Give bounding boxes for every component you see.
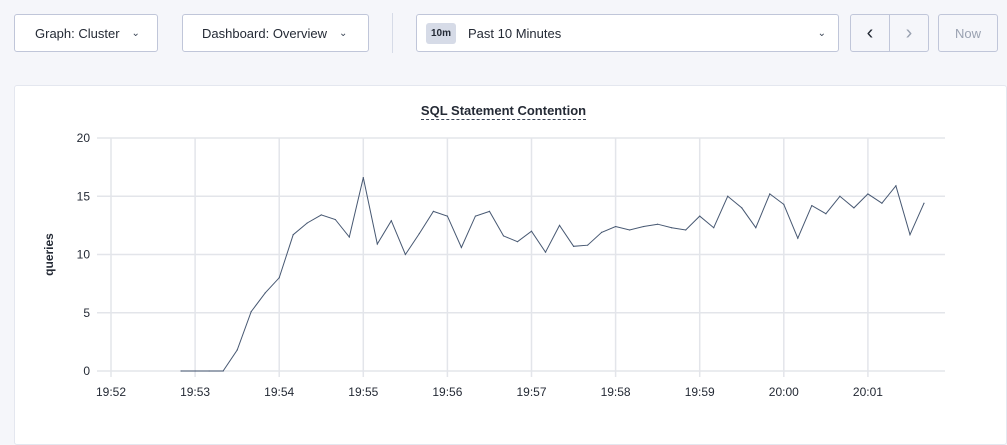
line-chart: 0 5 10 15 20 19:52 19:53 19:54 19:55 19:56 19:57 19… [42, 131, 945, 399]
chevron-down-icon: ⌄ [817, 27, 826, 39]
data-point [713, 227, 715, 229]
data-point [334, 218, 336, 221]
data-point [544, 251, 547, 253]
data-point [488, 210, 491, 212]
data-point [881, 202, 883, 204]
data-point [600, 231, 603, 233]
data-point [278, 277, 280, 279]
data-point [783, 203, 785, 206]
now-label: Now [954, 25, 981, 41]
data-point [418, 232, 420, 235]
data-point [685, 229, 687, 231]
data-point [923, 202, 925, 204]
x-tick-label: 20:00 [769, 385, 799, 399]
data-point [320, 214, 322, 216]
data-point [727, 195, 729, 197]
time-range-badge: 10m [426, 22, 457, 44]
chevron-down-icon: ⌄ [339, 27, 348, 39]
data-point [208, 370, 210, 372]
data-point [376, 243, 378, 245]
x-tick-label: 19:53 [180, 385, 210, 399]
dashboard-selector-label: Dashboard: Overview [202, 25, 327, 41]
chart-title-text: SQL Statement Contention [420, 103, 587, 120]
time-range-selector[interactable]: 10m Past 10 Minutes ⌄ [416, 14, 839, 52]
data-point [741, 207, 743, 209]
data-point [292, 234, 294, 236]
x-tick-label: 20:01 [853, 385, 883, 399]
data-point [586, 244, 589, 246]
x-tick-label: 19:52 [96, 385, 126, 399]
x-tick-label: 19:59 [685, 385, 715, 399]
data-point [362, 177, 364, 179]
data-point [530, 230, 533, 232]
time-range-label: Past 10 Minutes [468, 25, 562, 41]
data-point [264, 292, 266, 294]
data-point [446, 215, 449, 217]
data-point [404, 253, 406, 256]
data-point [180, 370, 182, 372]
data-point [390, 220, 392, 222]
data-point [895, 185, 897, 187]
chart-title[interactable]: SQL Statement Contention [0, 103, 1007, 120]
data-point [811, 204, 813, 207]
data-point [699, 215, 701, 217]
data-point [769, 193, 771, 195]
data-point [853, 207, 855, 209]
data-point [348, 236, 350, 238]
x-tick-label: 19:57 [516, 385, 546, 399]
y-tick-label: 20 [77, 131, 91, 145]
data-point [194, 370, 196, 372]
data-point [572, 245, 575, 247]
data-point [867, 193, 869, 195]
data-point [643, 225, 645, 228]
data-point [460, 246, 463, 249]
data-point [516, 241, 519, 243]
next-time-button[interactable]: › [889, 14, 929, 52]
data-point [615, 225, 617, 228]
data-point [474, 215, 477, 217]
y-tick-label: 10 [77, 248, 91, 262]
data-point [236, 349, 238, 351]
dashboard-selector[interactable]: Dashboard: Overview ⌄ [182, 14, 369, 52]
data-point [432, 210, 434, 212]
chart-card [14, 85, 1007, 445]
data-point [839, 195, 841, 197]
graph-selector[interactable]: Graph: Cluster ⌄ [14, 14, 158, 52]
data-point [657, 223, 659, 225]
data-point [671, 227, 673, 229]
chevron-right-icon: › [905, 21, 913, 44]
data-point [909, 234, 911, 236]
now-button[interactable]: Now [938, 14, 998, 52]
x-tick-label: 19:58 [601, 385, 631, 399]
toolbar-divider [392, 13, 393, 53]
y-tick-label: 15 [77, 189, 91, 203]
y-tick-label: 0 [83, 364, 90, 378]
data-point [825, 213, 827, 215]
series-line [181, 177, 925, 372]
x-tick-label: 19:56 [432, 385, 462, 399]
x-tick-label: 19:55 [348, 385, 378, 399]
chevron-down-icon: ⌄ [131, 27, 140, 39]
x-tick-label: 19:54 [264, 385, 294, 399]
data-point [222, 370, 224, 372]
chevron-left-icon: ‹ [866, 21, 874, 44]
data-point [755, 227, 757, 229]
y-tick-label: 5 [83, 306, 90, 320]
data-point [558, 224, 561, 226]
data-point [250, 310, 252, 313]
y-axis-label: queries [42, 233, 56, 276]
data-point [306, 222, 308, 224]
graph-selector-label: Graph: Cluster [35, 25, 120, 41]
data-point [797, 237, 799, 239]
data-point [629, 229, 631, 231]
data-point [502, 235, 505, 237]
